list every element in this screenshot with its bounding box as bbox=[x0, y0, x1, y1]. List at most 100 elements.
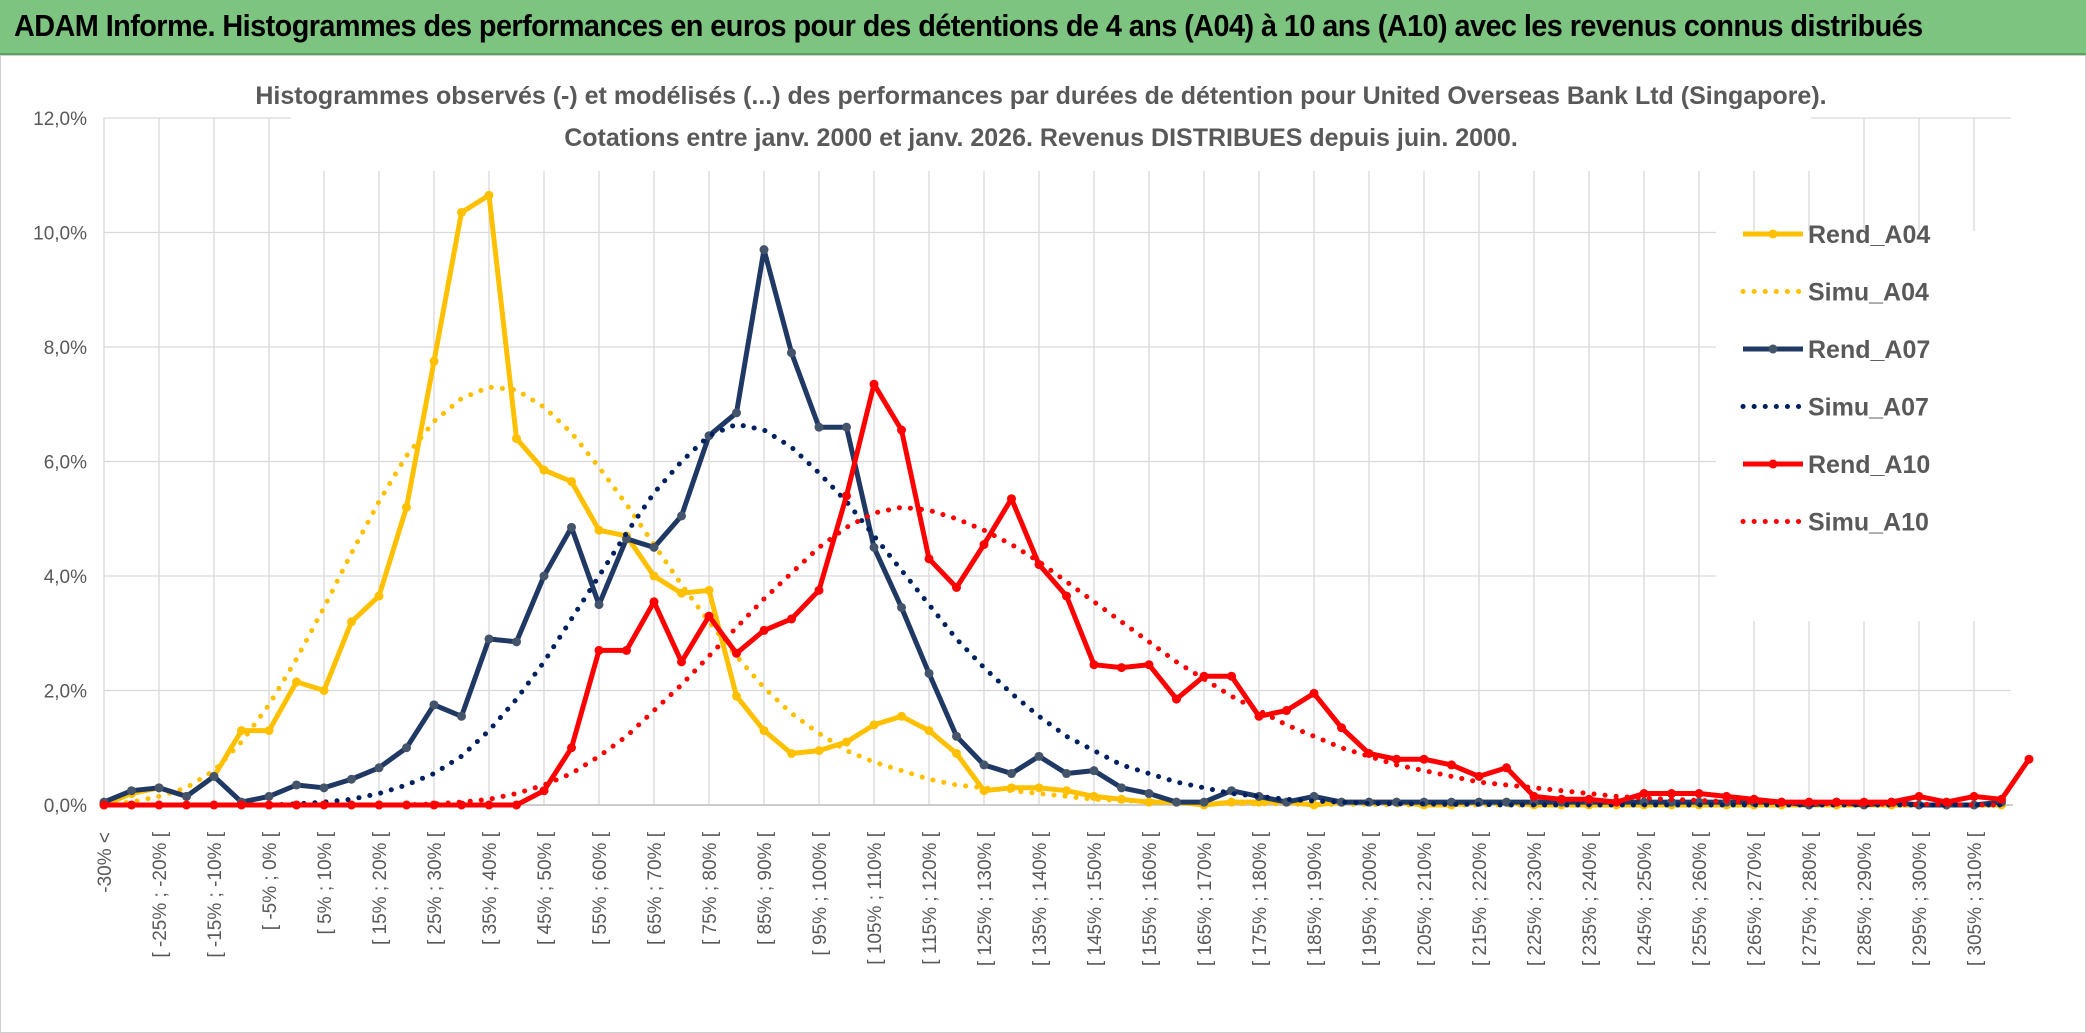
x-tick-label: [ -15% ; -10% [ bbox=[205, 831, 226, 957]
x-tick-label: [ 125% ; 130% [ bbox=[975, 831, 996, 966]
data-point-rend-a07 bbox=[1062, 769, 1071, 779]
subtitle-background bbox=[291, 61, 1811, 171]
data-point-rend-a04 bbox=[237, 726, 246, 736]
x-tick-label: [ 85% ; 90% [ bbox=[755, 831, 776, 945]
legend-label: Rend_A04 bbox=[1808, 221, 1930, 249]
data-point-rend-a10 bbox=[897, 425, 906, 435]
y-tick-label: 12,0% bbox=[33, 109, 87, 130]
data-point-rend-a04 bbox=[594, 525, 604, 535]
x-tick-label: [ 305% ; 310% [ bbox=[1965, 831, 1986, 966]
data-point-rend-a07 bbox=[512, 637, 521, 647]
data-point-rend-a07 bbox=[869, 542, 879, 552]
data-point-rend-a04 bbox=[869, 720, 879, 730]
x-tick-label: [ 205% ; 210% [ bbox=[1415, 831, 1436, 966]
data-point-rend-a10 bbox=[979, 540, 989, 550]
data-point-rend-a07 bbox=[484, 634, 494, 644]
x-tick-label: [ 185% ; 190% [ bbox=[1305, 831, 1326, 966]
data-point-rend-a10 bbox=[732, 648, 741, 658]
data-point-rend-a10 bbox=[622, 645, 631, 655]
data-point-rend-a04 bbox=[897, 711, 906, 721]
x-tick-label: [ 115% ; 120% [ bbox=[920, 831, 941, 964]
data-point-rend-a10 bbox=[1914, 791, 1924, 801]
data-point-rend-a07 bbox=[814, 422, 824, 432]
x-tick-label: [ 285% ; 290% [ bbox=[1855, 831, 1876, 966]
data-point-rend-a10 bbox=[1062, 591, 1071, 601]
data-point-rend-a04 bbox=[429, 356, 439, 366]
x-tick-label: [ 225% ; 230% [ bbox=[1525, 831, 1546, 966]
y-axis-ticks: 0,0% 2,0% 4,0% 6,0% 8,0% 10,0% 12,0% bbox=[33, 109, 87, 817]
x-tick-label: [ 55% ; 60% [ bbox=[590, 831, 611, 945]
y-tick-label: 4,0% bbox=[44, 567, 87, 588]
data-point-rend-a10 bbox=[1117, 663, 1126, 673]
legend-label: Simu_A07 bbox=[1808, 394, 1929, 422]
data-point-rend-a10 bbox=[759, 625, 769, 635]
data-point-rend-a04 bbox=[814, 746, 824, 756]
x-tick-label: [ 135% ; 140% [ bbox=[1030, 831, 1051, 966]
series-line-rend-a07 bbox=[103, 247, 2002, 808]
data-point-rend-a10 bbox=[182, 800, 191, 810]
x-tick-label: [ 105% ; 110% [ bbox=[865, 831, 886, 964]
data-point-rend-a04 bbox=[567, 477, 576, 487]
series-line-simu-a10 bbox=[101, 504, 2004, 808]
data-point-rend-a10 bbox=[1309, 688, 1319, 698]
legend-marker bbox=[1768, 459, 1778, 469]
data-point-rend-a04 bbox=[1034, 783, 1044, 793]
data-point-rend-a10 bbox=[677, 657, 686, 667]
data-point-rend-a10 bbox=[787, 614, 796, 624]
data-point-rend-a10 bbox=[842, 491, 851, 501]
data-point-rend-a04 bbox=[292, 677, 301, 687]
data-point-rend-a10 bbox=[512, 800, 521, 810]
report-banner: ADAM Informe. Histogrammes des performan… bbox=[0, 0, 2086, 55]
data-point-rend-a04 bbox=[264, 726, 274, 736]
chart-subtitle-line2: Cotations entre janv. 2000 et janv. 2026… bbox=[564, 124, 1518, 152]
data-point-rend-a10 bbox=[484, 800, 494, 810]
data-point-rend-a04 bbox=[512, 434, 521, 444]
x-tick-label: -30% < bbox=[95, 832, 116, 893]
data-point-rend-a10 bbox=[1419, 754, 1429, 764]
x-tick-label: [ 265% ; 270% [ bbox=[1745, 831, 1766, 966]
legend-label: Rend_A07 bbox=[1808, 336, 1930, 364]
data-point-rend-a07 bbox=[952, 731, 961, 741]
data-point-rend-a07 bbox=[182, 791, 191, 801]
x-tick-label: [ 195% ; 200% [ bbox=[1360, 831, 1381, 966]
data-point-rend-a10 bbox=[1474, 771, 1484, 781]
data-point-rend-a10 bbox=[1337, 723, 1346, 733]
data-point-rend-a10 bbox=[2024, 754, 2034, 764]
data-point-rend-a10 bbox=[292, 800, 301, 810]
x-tick-label: [ 5% ; 10% [ bbox=[315, 831, 336, 934]
data-point-rend-a10 bbox=[1007, 494, 1016, 504]
data-point-rend-a04 bbox=[952, 748, 961, 758]
series-line-simu-a07 bbox=[101, 421, 2004, 808]
data-point-rend-a07 bbox=[1144, 789, 1154, 799]
data-point-rend-a04 bbox=[787, 748, 796, 758]
data-point-rend-a10 bbox=[1749, 794, 1759, 804]
y-tick-label: 2,0% bbox=[44, 682, 87, 703]
x-tick-label: [ 95% ; 100% [ bbox=[810, 831, 831, 955]
data-point-rend-a10 bbox=[1172, 694, 1181, 704]
data-point-rend-a04 bbox=[319, 686, 329, 695]
y-tick-label: 8,0% bbox=[44, 338, 87, 359]
data-point-rend-a07 bbox=[924, 668, 934, 678]
data-point-rend-a10 bbox=[1392, 754, 1401, 764]
x-tick-label: [ 145% ; 150% [ bbox=[1085, 831, 1106, 966]
data-point-rend-a07 bbox=[127, 786, 136, 796]
data-point-rend-a10 bbox=[1667, 789, 1676, 799]
data-point-rend-a07 bbox=[457, 711, 466, 721]
data-point-rend-a07 bbox=[539, 571, 549, 581]
x-tick-label: [ 255% ; 260% [ bbox=[1690, 831, 1711, 966]
data-point-rend-a10 bbox=[1612, 797, 1621, 807]
data-point-rend-a10 bbox=[1584, 794, 1594, 804]
data-point-rend-a07 bbox=[1172, 797, 1181, 807]
data-point-rend-a07 bbox=[292, 780, 301, 790]
chart-series bbox=[99, 190, 2034, 810]
x-tick-label: [ -5% ; 0% [ bbox=[260, 831, 281, 930]
data-point-rend-a07 bbox=[732, 408, 741, 418]
data-point-rend-a07 bbox=[1034, 751, 1044, 761]
report-title: ADAM Informe. Histogrammes des performan… bbox=[14, 8, 1923, 43]
data-point-rend-a10 bbox=[1639, 789, 1649, 799]
x-tick-label: [ 45% ; 50% [ bbox=[535, 831, 556, 945]
data-point-rend-a10 bbox=[1144, 660, 1154, 670]
data-point-rend-a07 bbox=[1007, 769, 1016, 779]
data-point-rend-a07 bbox=[1199, 797, 1209, 807]
x-tick-label: [ 295% ; 300% [ bbox=[1910, 831, 1931, 966]
